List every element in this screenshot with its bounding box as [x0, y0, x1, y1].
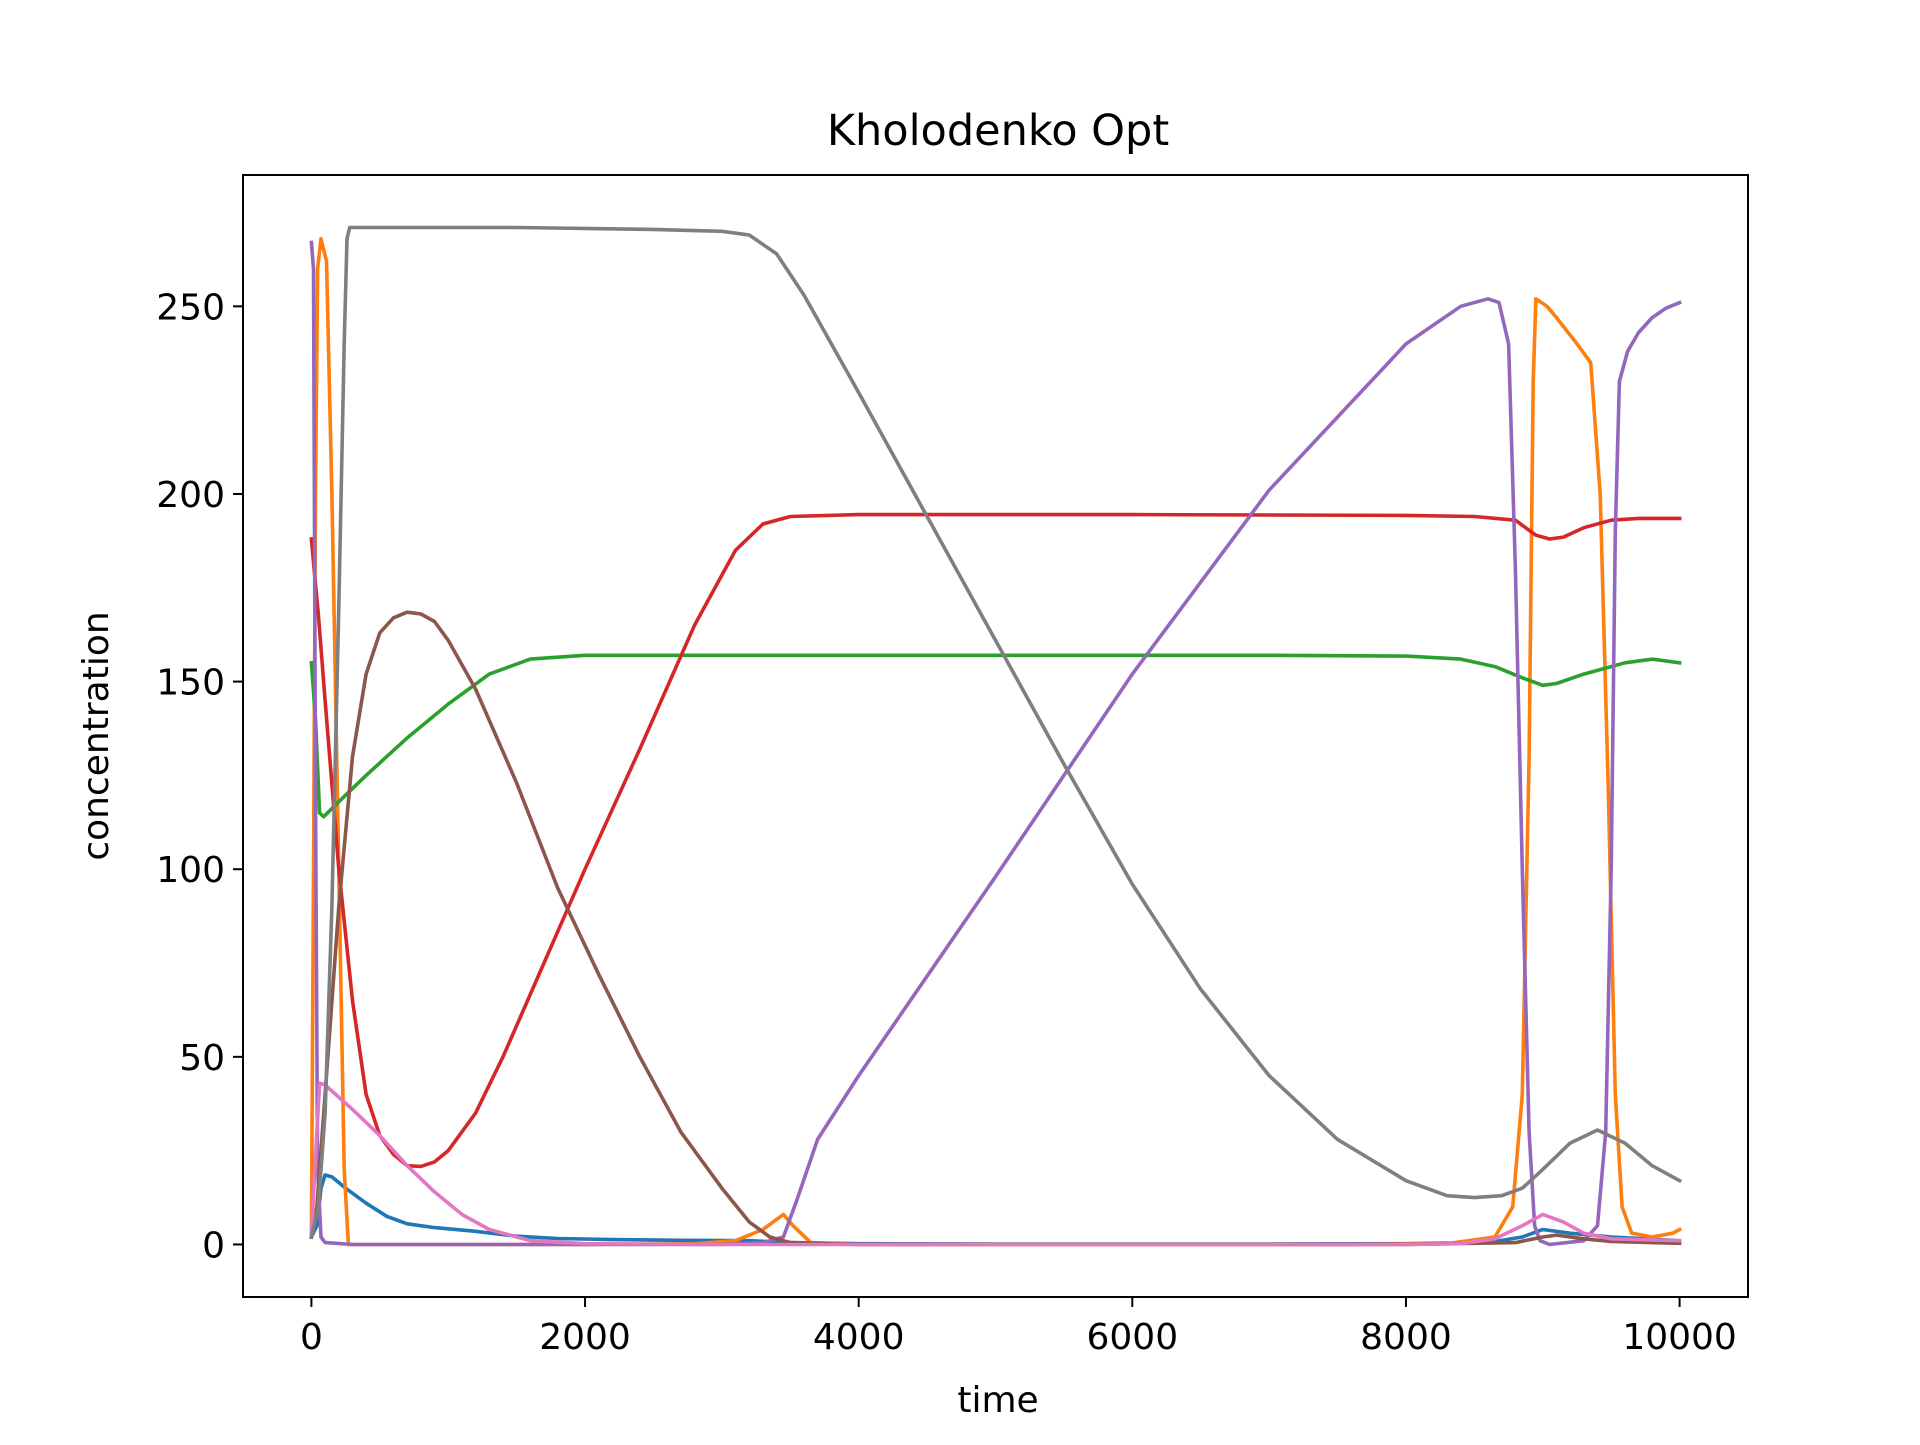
y-tick-label: 100 — [156, 850, 225, 891]
series-line-3 — [309, 653, 1682, 819]
x-tick-label: 8000 — [1360, 1317, 1452, 1358]
series-line-1 — [308, 1173, 1682, 1246]
series-line-5 — [309, 240, 1682, 1247]
plot-area: 0 2000 4000 6000 8000 10000 0 50 100 150 200 250 — [156, 174, 1749, 1358]
x-tick-label: 2000 — [539, 1317, 631, 1358]
y-tick-label: 250 — [156, 287, 225, 328]
y-tick-label: 200 — [156, 475, 225, 516]
x-axis-label: time — [957, 1380, 1038, 1421]
x-tick-label: 0 — [300, 1317, 323, 1358]
x-tick-label: 6000 — [1087, 1317, 1179, 1358]
series-line-7 — [309, 1081, 1682, 1247]
y-tick-label: 50 — [179, 1038, 225, 1079]
y-axis-label: concentration — [76, 611, 117, 860]
series-line-6 — [309, 610, 1682, 1247]
chart-title: Kholodenko Opt — [827, 106, 1169, 156]
series-group — [308, 225, 1683, 1247]
y-tick-label: 0 — [202, 1225, 225, 1266]
y-tick-label: 150 — [156, 663, 225, 704]
x-tick-label: 4000 — [813, 1317, 905, 1358]
ticks-group: 0 2000 4000 6000 8000 10000 0 50 100 150 200 250 — [156, 287, 1737, 1358]
x-tick-label: 10000 — [1622, 1317, 1737, 1358]
plot-frame — [242, 174, 1749, 1298]
series-line-8 — [309, 225, 1683, 1240]
series-line-4 — [309, 512, 1682, 1169]
